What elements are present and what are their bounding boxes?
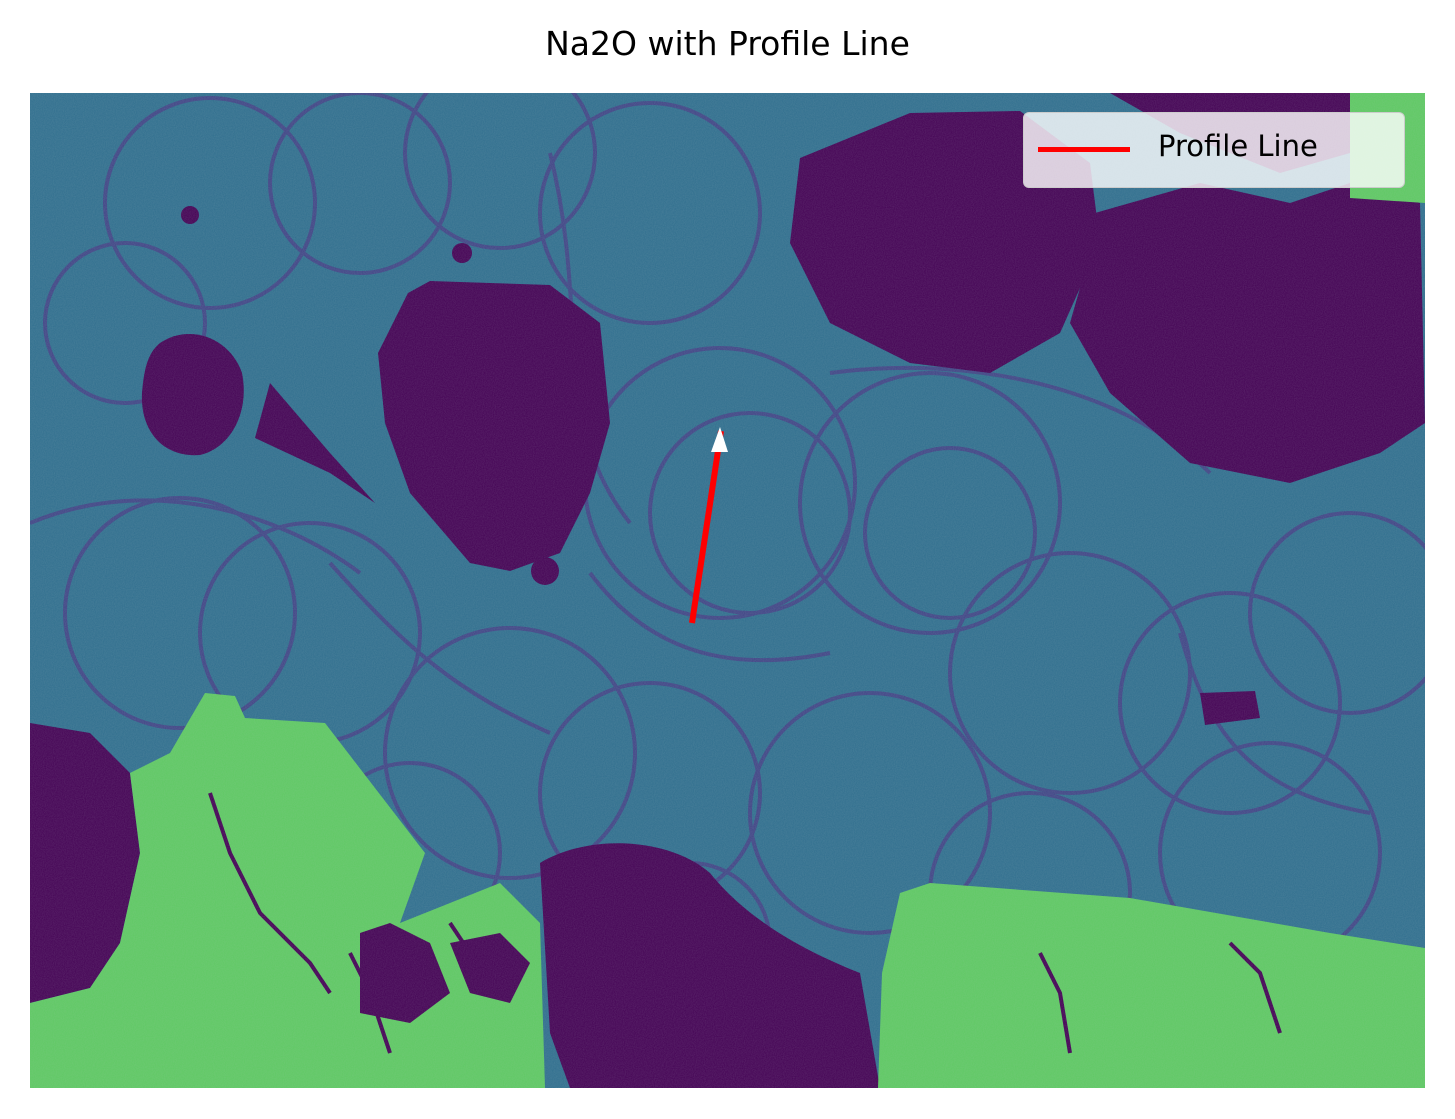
profile-arrowhead-icon	[711, 427, 728, 452]
legend-label-profile-line: Profile Line	[1158, 129, 1318, 163]
legend: Profile Line	[1023, 112, 1405, 188]
grain-texture	[30, 93, 1425, 1088]
na2o-element-map	[30, 93, 1425, 1088]
profile-line	[689, 430, 724, 624]
figure-title: Na2O with Profile Line	[545, 24, 910, 63]
legend-line-swatch	[1038, 147, 1130, 152]
